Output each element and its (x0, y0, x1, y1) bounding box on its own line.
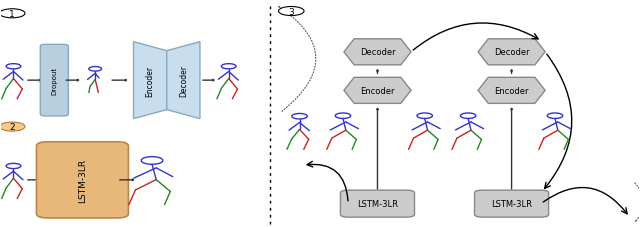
FancyBboxPatch shape (340, 190, 415, 217)
Polygon shape (344, 78, 411, 104)
FancyArrowPatch shape (635, 183, 640, 221)
Text: 3: 3 (289, 7, 294, 16)
Polygon shape (134, 42, 167, 119)
Text: Encoder: Encoder (146, 65, 155, 96)
FancyBboxPatch shape (36, 142, 129, 218)
Polygon shape (167, 42, 200, 119)
Circle shape (0, 10, 25, 19)
Text: 2: 2 (10, 123, 15, 131)
Text: LSTM-3LR: LSTM-3LR (78, 158, 87, 202)
Text: Encoder: Encoder (494, 86, 529, 95)
FancyArrowPatch shape (278, 7, 316, 112)
Circle shape (278, 7, 304, 17)
Text: LSTM-3LR: LSTM-3LR (491, 199, 532, 208)
Text: Decoder: Decoder (179, 65, 188, 97)
Polygon shape (344, 39, 411, 66)
Polygon shape (478, 78, 545, 104)
Text: Encoder: Encoder (360, 86, 395, 95)
Circle shape (0, 123, 25, 132)
FancyBboxPatch shape (474, 190, 548, 217)
Text: Decoder: Decoder (360, 48, 396, 57)
Text: Dropout: Dropout (51, 67, 58, 95)
Polygon shape (478, 39, 545, 66)
Text: Decoder: Decoder (494, 48, 529, 57)
Text: LSTM-3LR: LSTM-3LR (357, 199, 398, 208)
FancyBboxPatch shape (40, 45, 68, 116)
Text: 1: 1 (10, 10, 15, 19)
